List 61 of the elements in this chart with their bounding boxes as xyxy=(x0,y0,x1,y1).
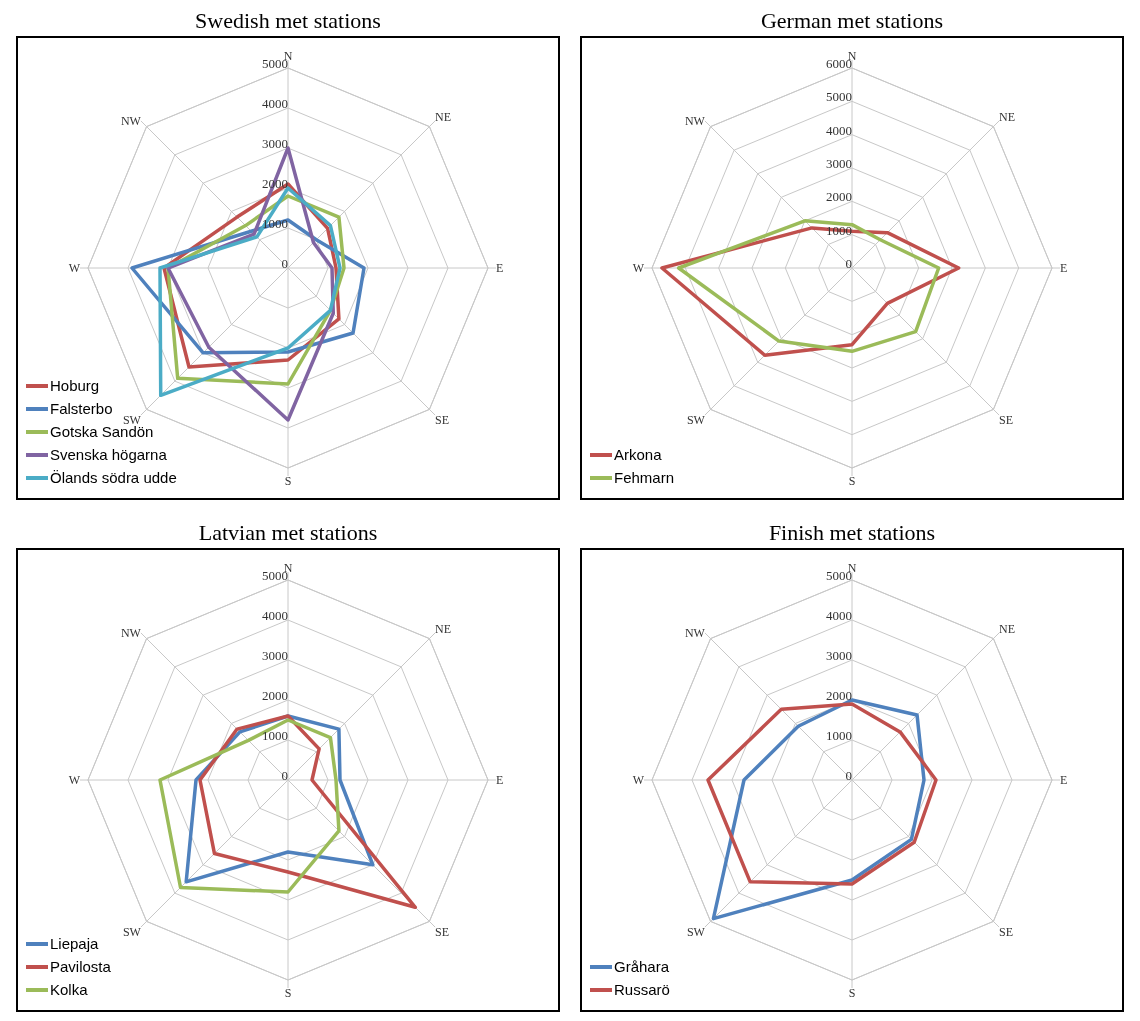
y-tick-label: 4000 xyxy=(826,608,852,623)
legend-label: Hoburg xyxy=(50,377,100,394)
spoke-label: SW xyxy=(122,924,142,939)
y-tick-label: 4000 xyxy=(826,122,852,138)
y-tick-label: 4000 xyxy=(262,608,288,623)
spoke-label: W xyxy=(68,261,81,276)
spoke-label: SE xyxy=(999,412,1014,427)
legend-label: Svenska högarna xyxy=(50,446,167,463)
spoke-label: E xyxy=(1060,261,1068,276)
spoke-label: SW xyxy=(686,924,706,939)
y-tick-label: 0 xyxy=(281,768,288,783)
y-tick-label: 0 xyxy=(281,256,288,271)
y-tick-label: 5000 xyxy=(826,89,852,105)
legend-label: Kolka xyxy=(50,981,88,998)
spoke-label: NE xyxy=(999,621,1016,636)
spoke-label: NE xyxy=(999,109,1016,124)
spoke-label: NW xyxy=(684,626,706,641)
y-tick-label: 0 xyxy=(845,256,852,271)
spoke-label: NE xyxy=(435,621,452,636)
spoke-label: W xyxy=(632,261,645,276)
spoke-label: NW xyxy=(120,626,142,641)
legend-label: Pavilosta xyxy=(50,958,111,975)
spoke-label: S xyxy=(284,985,292,1000)
legend-label: Ölands södra udde xyxy=(50,469,177,486)
legend-label: Liepaja xyxy=(50,935,99,952)
legend-label: Falsterbo xyxy=(50,400,113,417)
y-tick-label: 1000 xyxy=(826,728,852,743)
spoke-label: E xyxy=(496,261,504,276)
legend-label: Russarö xyxy=(614,981,670,998)
legend-label: Fehmarn xyxy=(614,469,675,486)
spoke-label: SW xyxy=(686,412,706,427)
chart-title: Latvian met stations xyxy=(198,520,378,546)
y-tick-label: 3000 xyxy=(262,648,288,663)
y-tick-label: 0 xyxy=(845,768,852,783)
y-tick-label: 1000 xyxy=(262,728,288,743)
spoke-label: S xyxy=(848,473,856,488)
spoke-label: E xyxy=(496,773,504,788)
spoke-label: W xyxy=(68,773,81,788)
chart-title: German met stations xyxy=(760,8,944,34)
spoke-label: S xyxy=(284,473,292,488)
y-tick-label: 3000 xyxy=(826,648,852,663)
chart-title: Swedish met stations xyxy=(195,8,381,34)
y-tick-label: 1000 xyxy=(826,222,852,238)
spoke-label: NW xyxy=(684,114,706,129)
y-tick-label: 2000 xyxy=(826,688,852,703)
spoke-label: NE xyxy=(435,109,452,124)
spoke-label: W xyxy=(632,773,645,788)
spoke-label: S xyxy=(848,985,856,1000)
y-tick-label: 3000 xyxy=(826,156,852,171)
spoke-label: SE xyxy=(435,412,450,427)
y-tick-label: 2000 xyxy=(262,688,288,703)
spoke-label: SE xyxy=(435,924,450,939)
spoke-label: E xyxy=(1060,773,1068,788)
y-tick-label: 4000 xyxy=(262,96,288,111)
spoke-label: SE xyxy=(999,924,1014,939)
spoke-label: NW xyxy=(120,114,142,129)
chart-title: Finish met stations xyxy=(768,520,936,546)
legend-label: Gråhara xyxy=(614,958,670,975)
legend-label: Arkona xyxy=(614,446,662,463)
y-tick-label: 2000 xyxy=(826,189,852,205)
y-tick-label: 3000 xyxy=(262,136,288,151)
